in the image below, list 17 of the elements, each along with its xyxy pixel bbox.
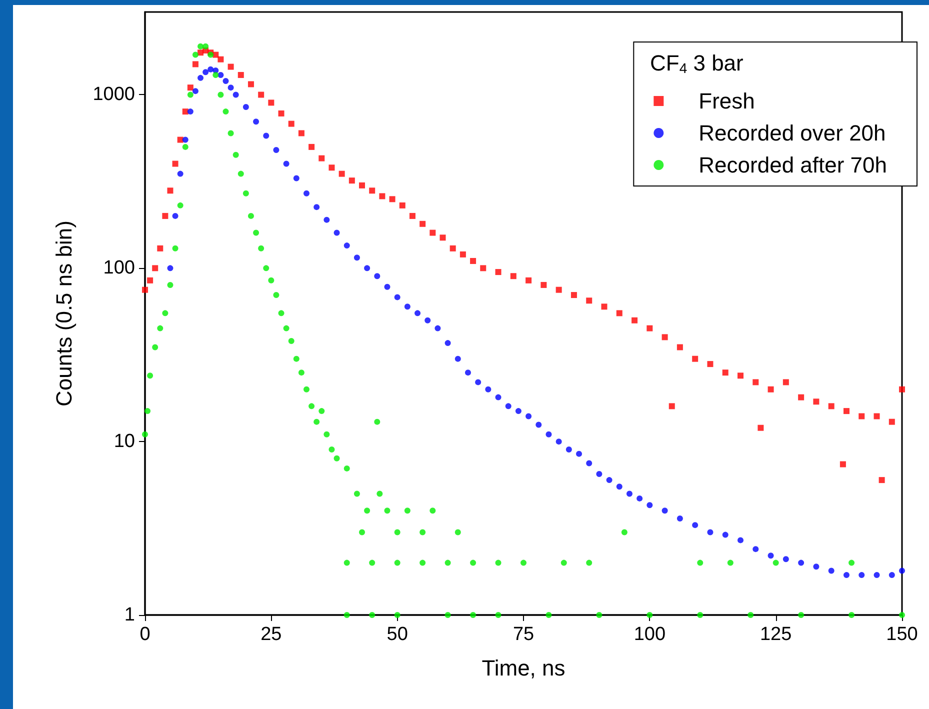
y-axis-title: Counts (0.5 ns bin)	[52, 220, 76, 406]
y-tick-label: 1000	[92, 84, 135, 106]
x-tick-label: 125	[760, 624, 792, 645]
y-tick-label: 10	[114, 431, 135, 452]
y-tick-label: 1	[124, 604, 135, 626]
x-tick-label: 50	[386, 624, 408, 645]
x-tick-label: 150	[886, 624, 918, 645]
legend-label: Fresh	[698, 88, 755, 114]
x-tick-label: 100	[634, 624, 666, 645]
x-tick-label: 25	[260, 624, 282, 645]
legend-title: CF4 3 bar	[650, 50, 744, 76]
x-tick-label: 75	[512, 624, 534, 645]
x-tick-label: 0	[140, 624, 150, 645]
x-axis-title: Time, ns	[482, 656, 566, 680]
legend-label: Recorded after 70h	[698, 152, 887, 178]
y-tick-label: 100	[103, 258, 135, 279]
legend-label: Recorded over 20h	[698, 120, 886, 146]
